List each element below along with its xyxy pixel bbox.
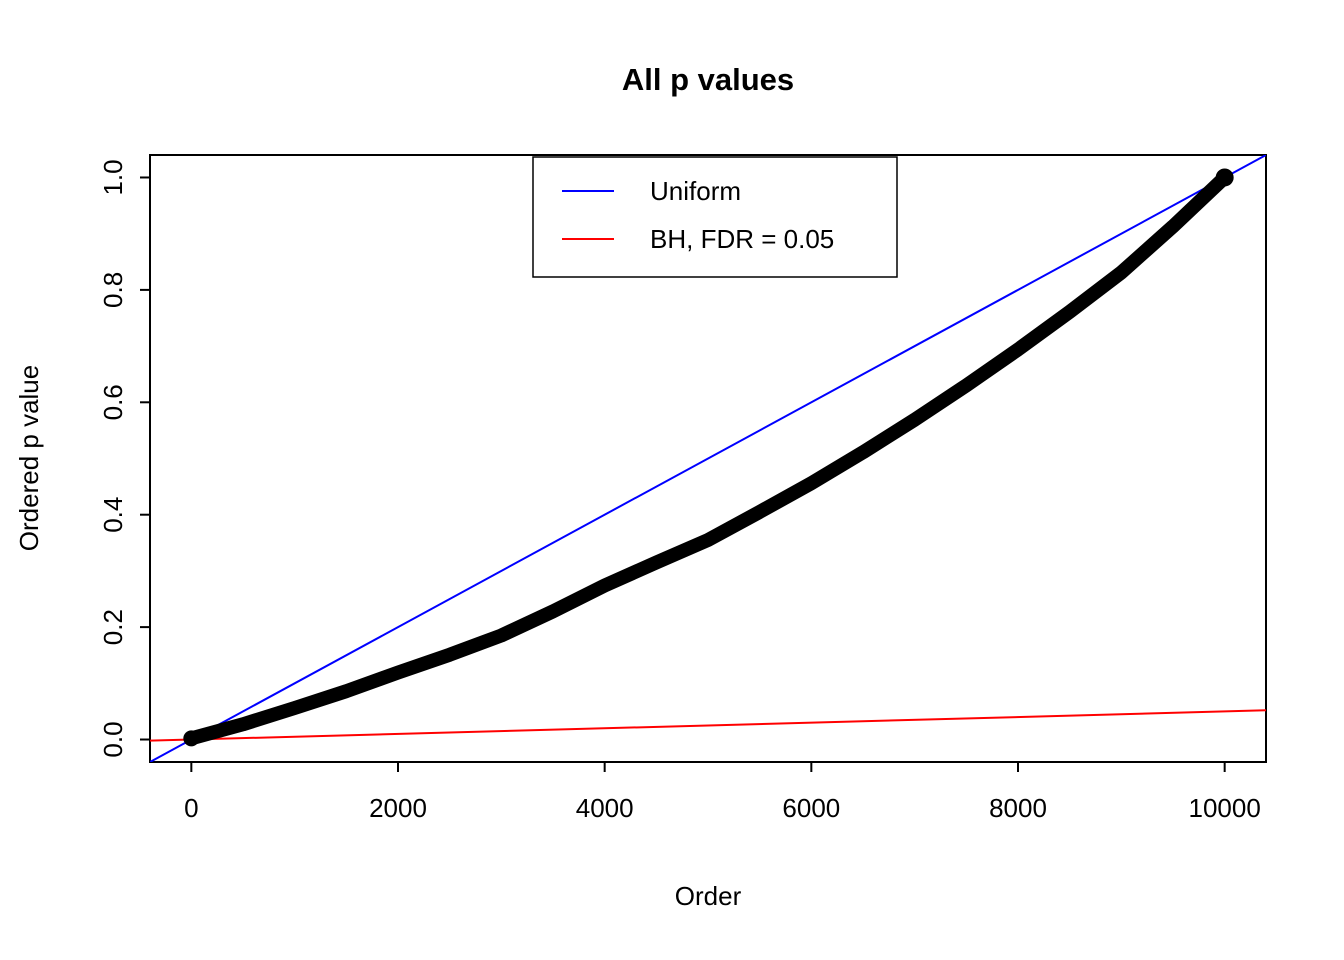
legend-label-uniform: Uniform (650, 176, 741, 206)
x-tick-label: 2000 (369, 793, 427, 823)
x-tick-label: 8000 (989, 793, 1047, 823)
series-ordered-p-values (184, 170, 1232, 746)
chart-title: All p values (622, 62, 794, 97)
y-tick-label: 0.0 (98, 721, 128, 757)
y-tick-label: 1.0 (98, 159, 128, 195)
x-axis-label: Order (675, 881, 742, 911)
line-uniform (150, 155, 1266, 762)
legend-box (532, 156, 898, 278)
legend-label-bh: BH, FDR = 0.05 (650, 224, 834, 254)
series-start-point (183, 730, 200, 747)
legend: Uniform BH, FDR = 0.05 (532, 156, 898, 278)
plot-border (149, 154, 1267, 763)
y-tick-label: 0.4 (98, 497, 128, 533)
x-tick-label: 6000 (782, 793, 840, 823)
data-layer (150, 155, 1266, 762)
x-tick-label: 10000 (1189, 793, 1261, 823)
series-end-point (1215, 168, 1234, 187)
y-axis-label: Ordered p value (14, 365, 44, 551)
x-tick-label: 0 (184, 793, 198, 823)
x-tick-label: 4000 (576, 793, 634, 823)
y-tick-label: 0.2 (98, 609, 128, 645)
y-tick-label: 0.8 (98, 272, 128, 308)
axis-ticks: 0 2000 4000 6000 8000 10000 0.0 0.2 0.4 0.6 0.8 1.0 (98, 159, 1261, 823)
y-tick-label: 0.6 (98, 384, 128, 420)
line-bh-fdr-0-05 (150, 709, 1266, 742)
